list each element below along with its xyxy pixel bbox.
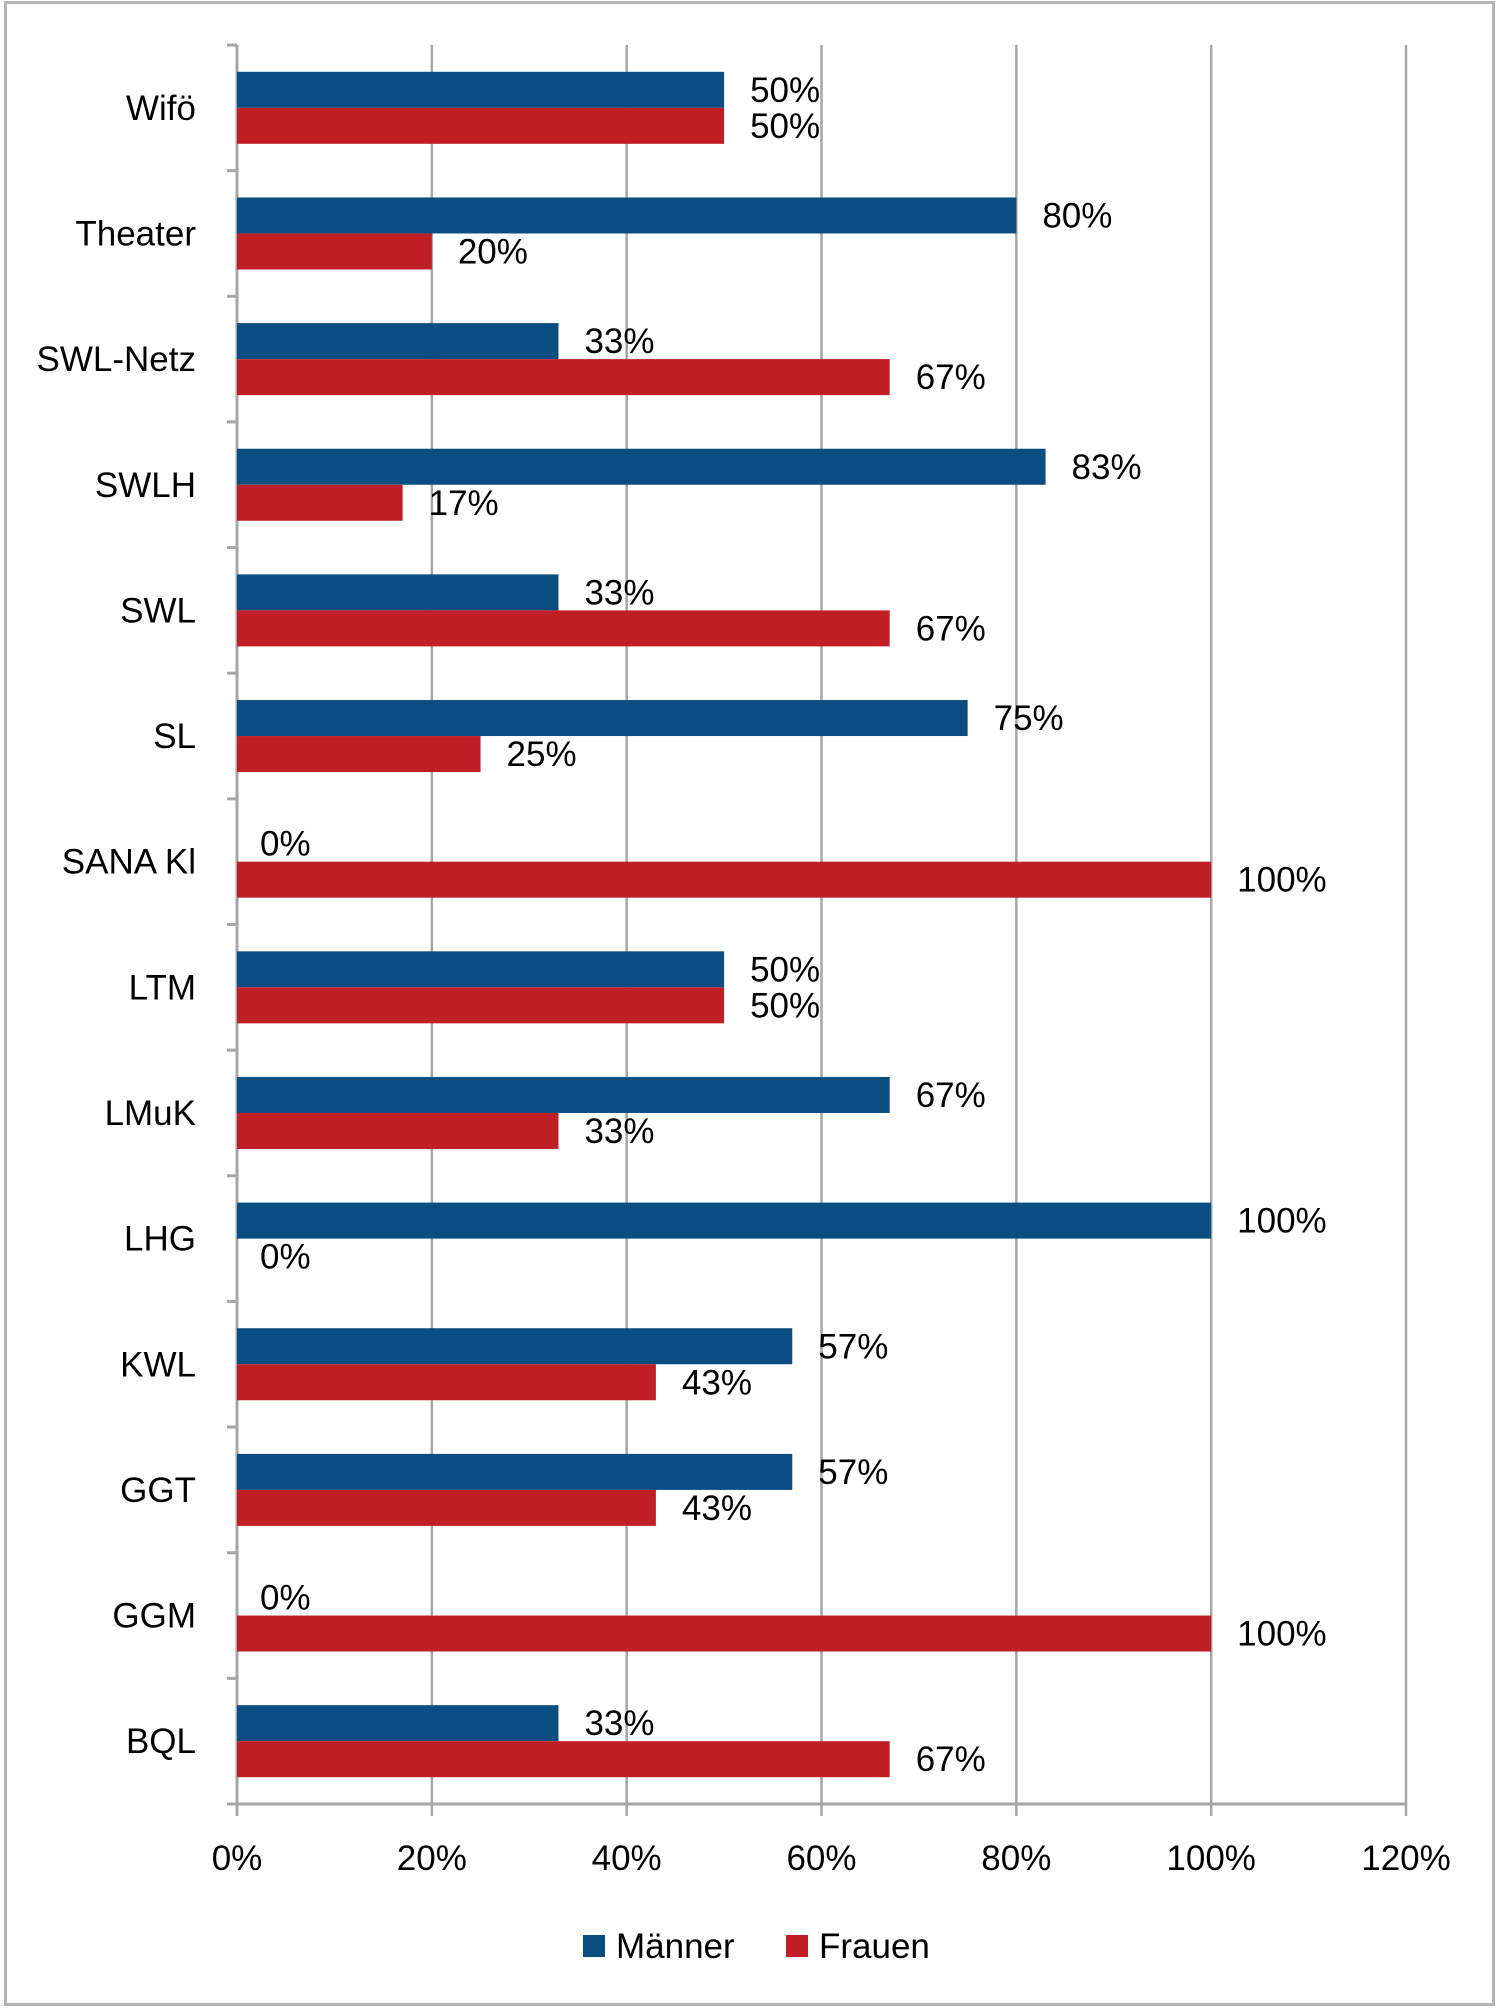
x-tick-label: 20%: [397, 1839, 467, 1878]
legend-label: Frauen: [819, 1927, 930, 1966]
maenner-bar: [237, 71, 725, 108]
category-label: BQL: [126, 1722, 196, 1761]
frauen-bar: [237, 1364, 656, 1401]
data-label: 43%: [682, 1363, 752, 1402]
category-label: Wifö: [126, 89, 196, 128]
data-label: 33%: [584, 322, 654, 361]
frauen-bar: [237, 1615, 1212, 1652]
frauen-bar: [237, 107, 725, 144]
data-label: 67%: [916, 1740, 986, 1779]
x-tick-label: 100%: [1166, 1839, 1256, 1878]
data-label: 25%: [507, 735, 577, 774]
data-label: 0%: [260, 1579, 311, 1618]
frauen-bar: [237, 861, 1212, 898]
category-label: SL: [153, 717, 196, 756]
x-tick-label: 120%: [1361, 1839, 1451, 1878]
data-label: 75%: [994, 699, 1064, 738]
data-label: 33%: [584, 1704, 654, 1743]
x-tick-label: 0%: [212, 1839, 263, 1878]
legend-label: Männer: [616, 1927, 735, 1966]
category-label: LTM: [129, 968, 196, 1007]
data-label: 50%: [750, 71, 820, 110]
category-label: GGT: [120, 1471, 196, 1510]
legend-swatch-frauen: [786, 1935, 808, 1957]
x-tick-label: 40%: [592, 1839, 662, 1878]
data-label: 33%: [584, 573, 654, 612]
data-label: 33%: [584, 1112, 654, 1151]
data-label: 83%: [1072, 448, 1142, 487]
frauen-bar: [237, 233, 432, 270]
maenner-bar: [237, 700, 968, 737]
frauen-bar: [237, 610, 890, 647]
category-label: GGM: [112, 1597, 196, 1636]
data-label: 43%: [682, 1489, 752, 1528]
x-tick-label: 80%: [981, 1839, 1051, 1878]
maenner-bar: [237, 448, 1046, 485]
frauen-bar: [237, 1489, 656, 1526]
category-label: LHG: [124, 1220, 196, 1259]
chart-frame: [4, 1, 1495, 2006]
data-label: 67%: [916, 609, 986, 648]
data-label: 80%: [1042, 196, 1112, 235]
maenner-bar: [237, 1202, 1212, 1239]
maenner-bar: [237, 951, 725, 988]
data-label: 100%: [1237, 1615, 1327, 1654]
x-tick-label: 60%: [786, 1839, 856, 1878]
data-label: 67%: [916, 358, 986, 397]
data-label: 100%: [1237, 1202, 1327, 1241]
maenner-bar: [237, 1453, 793, 1490]
data-label: 50%: [750, 107, 820, 146]
data-label: 0%: [260, 825, 311, 864]
data-label: 57%: [818, 1453, 888, 1492]
maenner-bar: [237, 1705, 559, 1742]
frauen-bar: [237, 484, 403, 521]
category-label: SWLH: [95, 466, 196, 505]
frauen-bar: [237, 736, 481, 773]
category-label: LMuK: [105, 1094, 196, 1133]
data-label: 20%: [458, 232, 528, 271]
category-label: Theater: [75, 214, 196, 253]
category-label: SWL: [120, 591, 196, 630]
data-label: 57%: [818, 1327, 888, 1366]
legend-swatch-maenner: [583, 1935, 605, 1957]
frauen-bar: [237, 1741, 890, 1778]
category-label: SANA Kl: [62, 843, 196, 882]
data-label: 50%: [750, 950, 820, 989]
data-label: 50%: [750, 986, 820, 1025]
maenner-bar: [237, 197, 1017, 234]
frauen-bar: [237, 987, 725, 1024]
maenner-bar: [237, 1328, 793, 1365]
data-label: 0%: [260, 1238, 311, 1277]
frauen-bar: [237, 359, 890, 396]
frauen-bar: [237, 1112, 559, 1149]
maenner-bar: [237, 574, 559, 611]
data-label: 67%: [916, 1076, 986, 1115]
maenner-bar: [237, 1076, 890, 1113]
data-label: 17%: [429, 484, 499, 523]
data-label: 100%: [1237, 861, 1327, 900]
category-label: SWL-Netz: [37, 340, 196, 379]
maenner-bar: [237, 323, 559, 360]
category-label: KWL: [120, 1345, 196, 1384]
